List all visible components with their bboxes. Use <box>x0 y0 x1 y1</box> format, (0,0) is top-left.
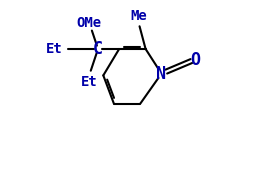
Text: Et: Et <box>46 42 63 56</box>
Text: Me: Me <box>130 9 147 23</box>
Text: N: N <box>156 65 166 83</box>
Text: Et: Et <box>81 75 98 89</box>
Text: C: C <box>93 40 103 58</box>
Text: OMe: OMe <box>77 16 102 30</box>
Text: O: O <box>190 50 200 69</box>
